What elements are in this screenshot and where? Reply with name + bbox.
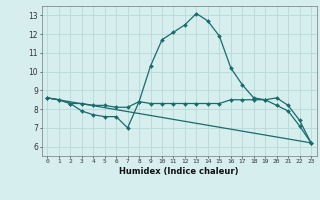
X-axis label: Humidex (Indice chaleur): Humidex (Indice chaleur) [119, 167, 239, 176]
